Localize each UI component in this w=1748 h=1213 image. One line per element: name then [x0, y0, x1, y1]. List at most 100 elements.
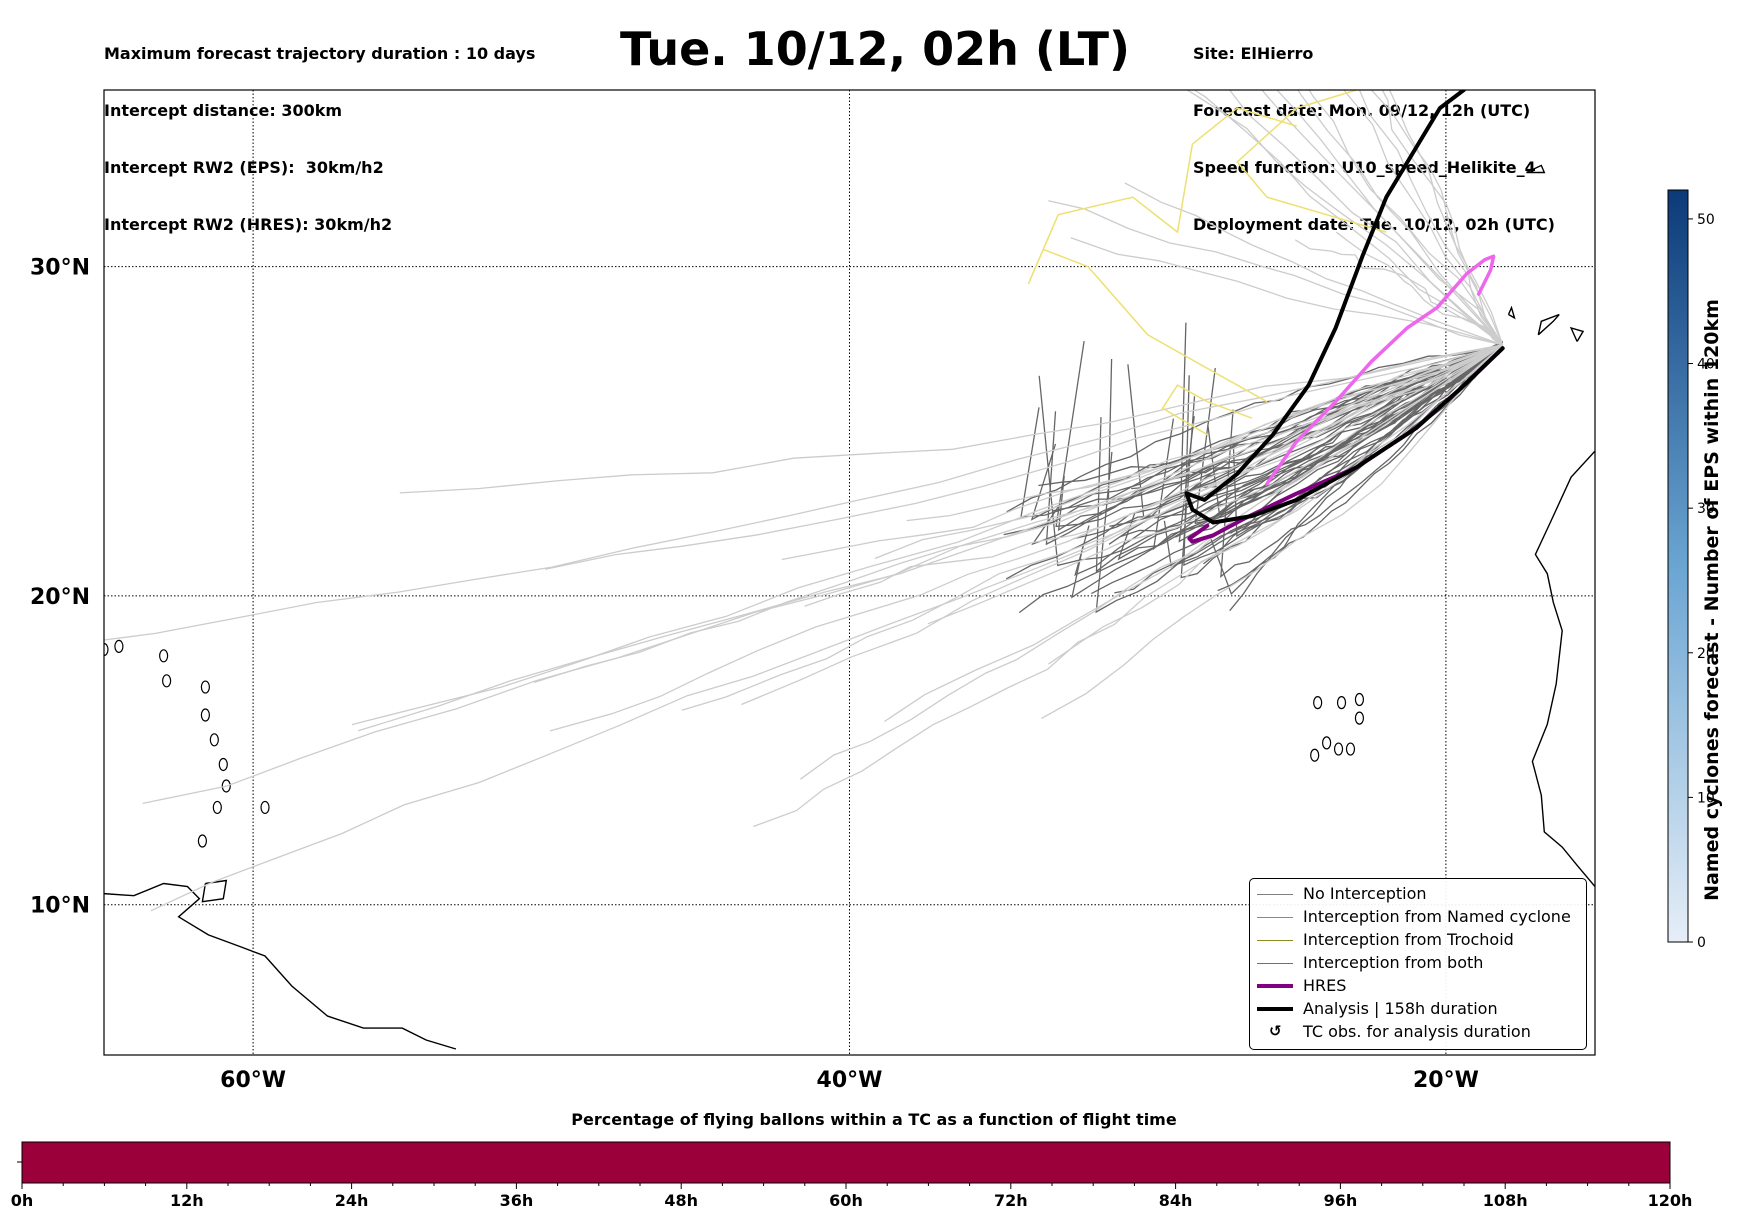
- timebar: 0h 12h 24h 36h 48h 60h 72h 84h 96h 108h 120h: [11, 1141, 1693, 1210]
- ensemble-trajectory: [1381, 90, 1504, 346]
- ensemble-trajectory: [1186, 90, 1504, 346]
- ensemble-trajectory: [534, 344, 1503, 684]
- ensemble-trajectory: [804, 344, 1503, 607]
- ensemble-trajectory: [351, 344, 1503, 726]
- legend-item: Analysis | 158h duration: [1250, 998, 1586, 1020]
- ensemble-trajectory: [150, 344, 1503, 912]
- timebar-tick-label: 48h: [664, 1191, 698, 1210]
- island-outline: [260, 800, 270, 815]
- ensemble-trajectory: [1388, 90, 1504, 346]
- legend-item: ↺ TC obs. for analysis duration: [1250, 1021, 1586, 1043]
- island-outline: [200, 680, 210, 694]
- legend-item: Interception from Named cyclone: [1250, 906, 1586, 928]
- ensemble-trajectory: [1261, 90, 1504, 346]
- island-outline: [1322, 736, 1332, 750]
- ensemble-trajectory: [549, 344, 1503, 732]
- island-outline: [162, 674, 172, 688]
- legend: No Interception Interception from Named …: [1249, 878, 1587, 1050]
- ensemble-trajectory: [800, 344, 1503, 780]
- island-outline: [114, 639, 124, 653]
- header-left-line: Intercept RW2 (EPS): 30km/h2: [104, 158, 384, 177]
- legend-swatch-no-interception: [1257, 894, 1293, 895]
- island-outline: [1313, 696, 1323, 710]
- coastline: [1569, 326, 1585, 342]
- ensemble-trajectory: [104, 344, 1503, 641]
- island-outline: [1354, 692, 1365, 707]
- timebar-tick-label: 120h: [1648, 1191, 1693, 1210]
- timebar-tick-label: 72h: [994, 1191, 1028, 1210]
- header-left-info: Maximum forecast trajectory duration : 1…: [104, 6, 535, 253]
- header-left-line: Intercept RW2 (HRES): 30km/h2: [104, 215, 393, 234]
- timebar-tick-label: 60h: [829, 1191, 863, 1210]
- ensemble-trajectory: [741, 344, 1503, 706]
- legend-item: Interception from Trochoid: [1250, 929, 1586, 951]
- ensemble-trajectory: [927, 344, 1503, 625]
- island-outline: [212, 800, 222, 815]
- ensemble-trajectory: [884, 344, 1503, 723]
- island-outline: [1354, 711, 1365, 725]
- colorbar-label: Named cyclones forecast - Number of EPS …: [1701, 299, 1723, 901]
- colorbar: [1667, 189, 1689, 943]
- ensemble-trajectory: [142, 344, 1503, 805]
- timebar-tick-label: 12h: [170, 1191, 204, 1210]
- legend-swatch-trochoid: [1257, 940, 1293, 941]
- island-outline: [218, 757, 228, 772]
- coastline: [1531, 450, 1595, 888]
- lon-tick-label: 40°W: [817, 1068, 883, 1093]
- ensemble-trajectory: [1308, 90, 1504, 346]
- legend-label: HRES: [1303, 976, 1347, 995]
- chart-title: Tue. 10/12, 02h (LT): [620, 22, 1130, 76]
- ensemble-trajectory: [1217, 345, 1504, 592]
- trochoid-trajectory: [1027, 107, 1298, 403]
- header-right-line: Deployment date: Tue. 10/12, 02h (UTC): [1193, 215, 1555, 234]
- island-outline: [1345, 742, 1356, 756]
- timebar-tick-label: 84h: [1159, 1191, 1193, 1210]
- trochoid-trajectory: [1161, 384, 1253, 436]
- timebar-tick-label: 96h: [1324, 1191, 1358, 1210]
- island-outline: [104, 642, 109, 657]
- lat-tick-label: 30°N: [30, 256, 90, 281]
- ensemble-trajectory: [399, 344, 1503, 494]
- ensemble-trajectory: [681, 344, 1503, 711]
- ensemble-trajectory: [1055, 341, 1503, 528]
- legend-label: TC obs. for analysis duration: [1303, 1022, 1531, 1041]
- ensemble-trajectory: [1336, 231, 1503, 346]
- island-outline: [1336, 696, 1347, 710]
- header-left-line: Maximum forecast trajectory duration : 1…: [104, 44, 536, 63]
- legend-label: Interception from Named cyclone: [1303, 907, 1571, 926]
- colorbar-tick-label: 10: [1697, 790, 1715, 806]
- trajectory-map: 60°W 40°W 20°W 30°N 20°N 10°N 0 10 20 30 40 50: [30, 89, 1715, 1093]
- legend-swatch-named-cyclone: [1257, 917, 1293, 918]
- island-outline: [200, 708, 210, 722]
- tc-observation-icon: ↺: [1269, 1022, 1282, 1040]
- ensemble-trajectory: [1041, 344, 1504, 719]
- coastline: [1526, 164, 1546, 174]
- lon-tick-label: 20°W: [1413, 1068, 1479, 1093]
- coastline: [201, 879, 228, 903]
- lon-tick-label: 60°W: [220, 1068, 286, 1093]
- colorbar-tick-label: 20: [1697, 646, 1715, 662]
- ensemble-trajectory: [1124, 182, 1503, 346]
- legend-swatch-analysis: [1257, 1007, 1293, 1011]
- timebar-ticks: 0h 12h 24h 36h 48h 60h 72h 84h 96h 108h 120h: [11, 1183, 1693, 1210]
- header-left-line: Intercept distance: 300km: [104, 101, 343, 120]
- ensemble-trajectory: [1070, 237, 1503, 346]
- colorbar-tick-label: 40: [1697, 357, 1715, 373]
- coastline: [1625, 321, 1646, 351]
- legend-item: Interception from both: [1250, 952, 1586, 974]
- ensemble-trajectory: [1006, 346, 1503, 513]
- timebar-tick-label: 24h: [335, 1191, 369, 1210]
- legend-item: HRES: [1250, 975, 1586, 997]
- ensemble-trajectories: [104, 90, 1504, 912]
- timebar-tick-label: 108h: [1483, 1191, 1528, 1210]
- axis-tick-labels: 60°W 40°W 20°W 30°N 20°N 10°N: [30, 256, 1479, 1093]
- ensemble-trajectory: [906, 344, 1503, 522]
- ensemble-trajectory: [1297, 90, 1504, 346]
- legend-item: No Interception: [1250, 883, 1586, 905]
- ensemble-trajectory: [1276, 90, 1504, 346]
- colorbar-tick-label: 50: [1697, 212, 1715, 228]
- colorbar-tick-label: 0: [1697, 935, 1706, 951]
- coastline: [1537, 313, 1560, 336]
- coastline: [1507, 305, 1516, 320]
- timebar-fill: [21, 1141, 1671, 1184]
